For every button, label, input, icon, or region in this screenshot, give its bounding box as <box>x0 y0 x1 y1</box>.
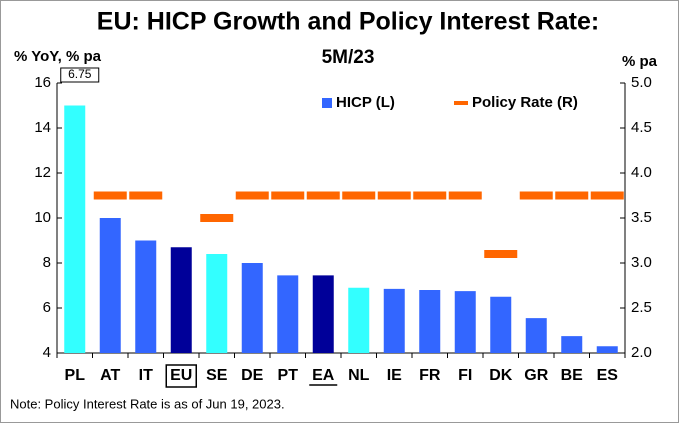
legend-swatch <box>322 98 332 108</box>
y-tick-label: 12 <box>34 164 51 181</box>
chart-title: EU: HICP Growth and Policy Interest Rate… <box>97 8 599 36</box>
bar <box>383 288 405 353</box>
y2-tick-label: 3.5 <box>631 209 652 226</box>
bar <box>596 346 618 353</box>
y-axis-label: % YoY, % pa <box>14 48 102 65</box>
bar <box>454 291 476 353</box>
y2-axis-label: % pa <box>622 53 658 70</box>
x-tick-label: NL <box>348 367 370 384</box>
x-tick-label: PT <box>278 367 299 384</box>
y2-tick-label: 4.5 <box>631 119 652 136</box>
x-tick-label: IT <box>139 367 153 384</box>
y-tick-label: 14 <box>34 119 51 136</box>
bar <box>419 290 441 353</box>
chart-subtitle: 5M/23 <box>322 47 375 68</box>
category-box <box>165 364 197 388</box>
bar <box>99 218 121 353</box>
value-label: 6.75 <box>68 67 92 81</box>
bar <box>312 275 334 353</box>
x-tick-label: IE <box>387 367 402 384</box>
bar <box>348 287 370 353</box>
x-tick-label: BE <box>561 367 584 384</box>
bar <box>241 263 263 353</box>
x-tick-label: DK <box>489 367 513 384</box>
value-label-box <box>60 67 100 83</box>
x-tick-label: SE <box>206 367 228 384</box>
bar <box>206 254 228 353</box>
y2-tick-label: 5.0 <box>631 74 652 91</box>
x-tick-label: ES <box>597 367 619 384</box>
x-tick-label: DE <box>241 367 264 384</box>
bar <box>64 105 86 353</box>
x-tick-label: GR <box>524 367 548 384</box>
y2-tick-label: 3.0 <box>631 254 652 271</box>
y-tick-label: 16 <box>34 74 51 91</box>
bar <box>277 275 299 353</box>
note: Note: Policy Interest Rate is as of Jun … <box>10 396 285 411</box>
y-tick-label: 4 <box>43 344 51 361</box>
bar <box>170 247 192 353</box>
x-tick-label: FI <box>458 367 472 384</box>
y-tick-label: 8 <box>43 254 51 271</box>
y-tick-label: 10 <box>34 209 51 226</box>
bar <box>490 296 512 353</box>
bar <box>525 318 547 353</box>
y2-tick-label: 2.0 <box>631 344 652 361</box>
y2-tick-label: 4.0 <box>631 164 652 181</box>
y2-tick-label: 2.5 <box>631 299 652 316</box>
x-tick-label: FR <box>419 367 441 384</box>
legend-label: Policy Rate (R) <box>472 94 578 111</box>
y-tick-label: 6 <box>43 299 51 316</box>
x-tick-label: EA <box>312 367 335 384</box>
x-tick-label: EU <box>170 367 192 384</box>
x-tick-label: PL <box>65 367 86 384</box>
bar <box>561 336 583 353</box>
bar <box>135 240 157 353</box>
x-tick-label: AT <box>100 367 120 384</box>
legend-label: HICP (L) <box>336 94 395 111</box>
